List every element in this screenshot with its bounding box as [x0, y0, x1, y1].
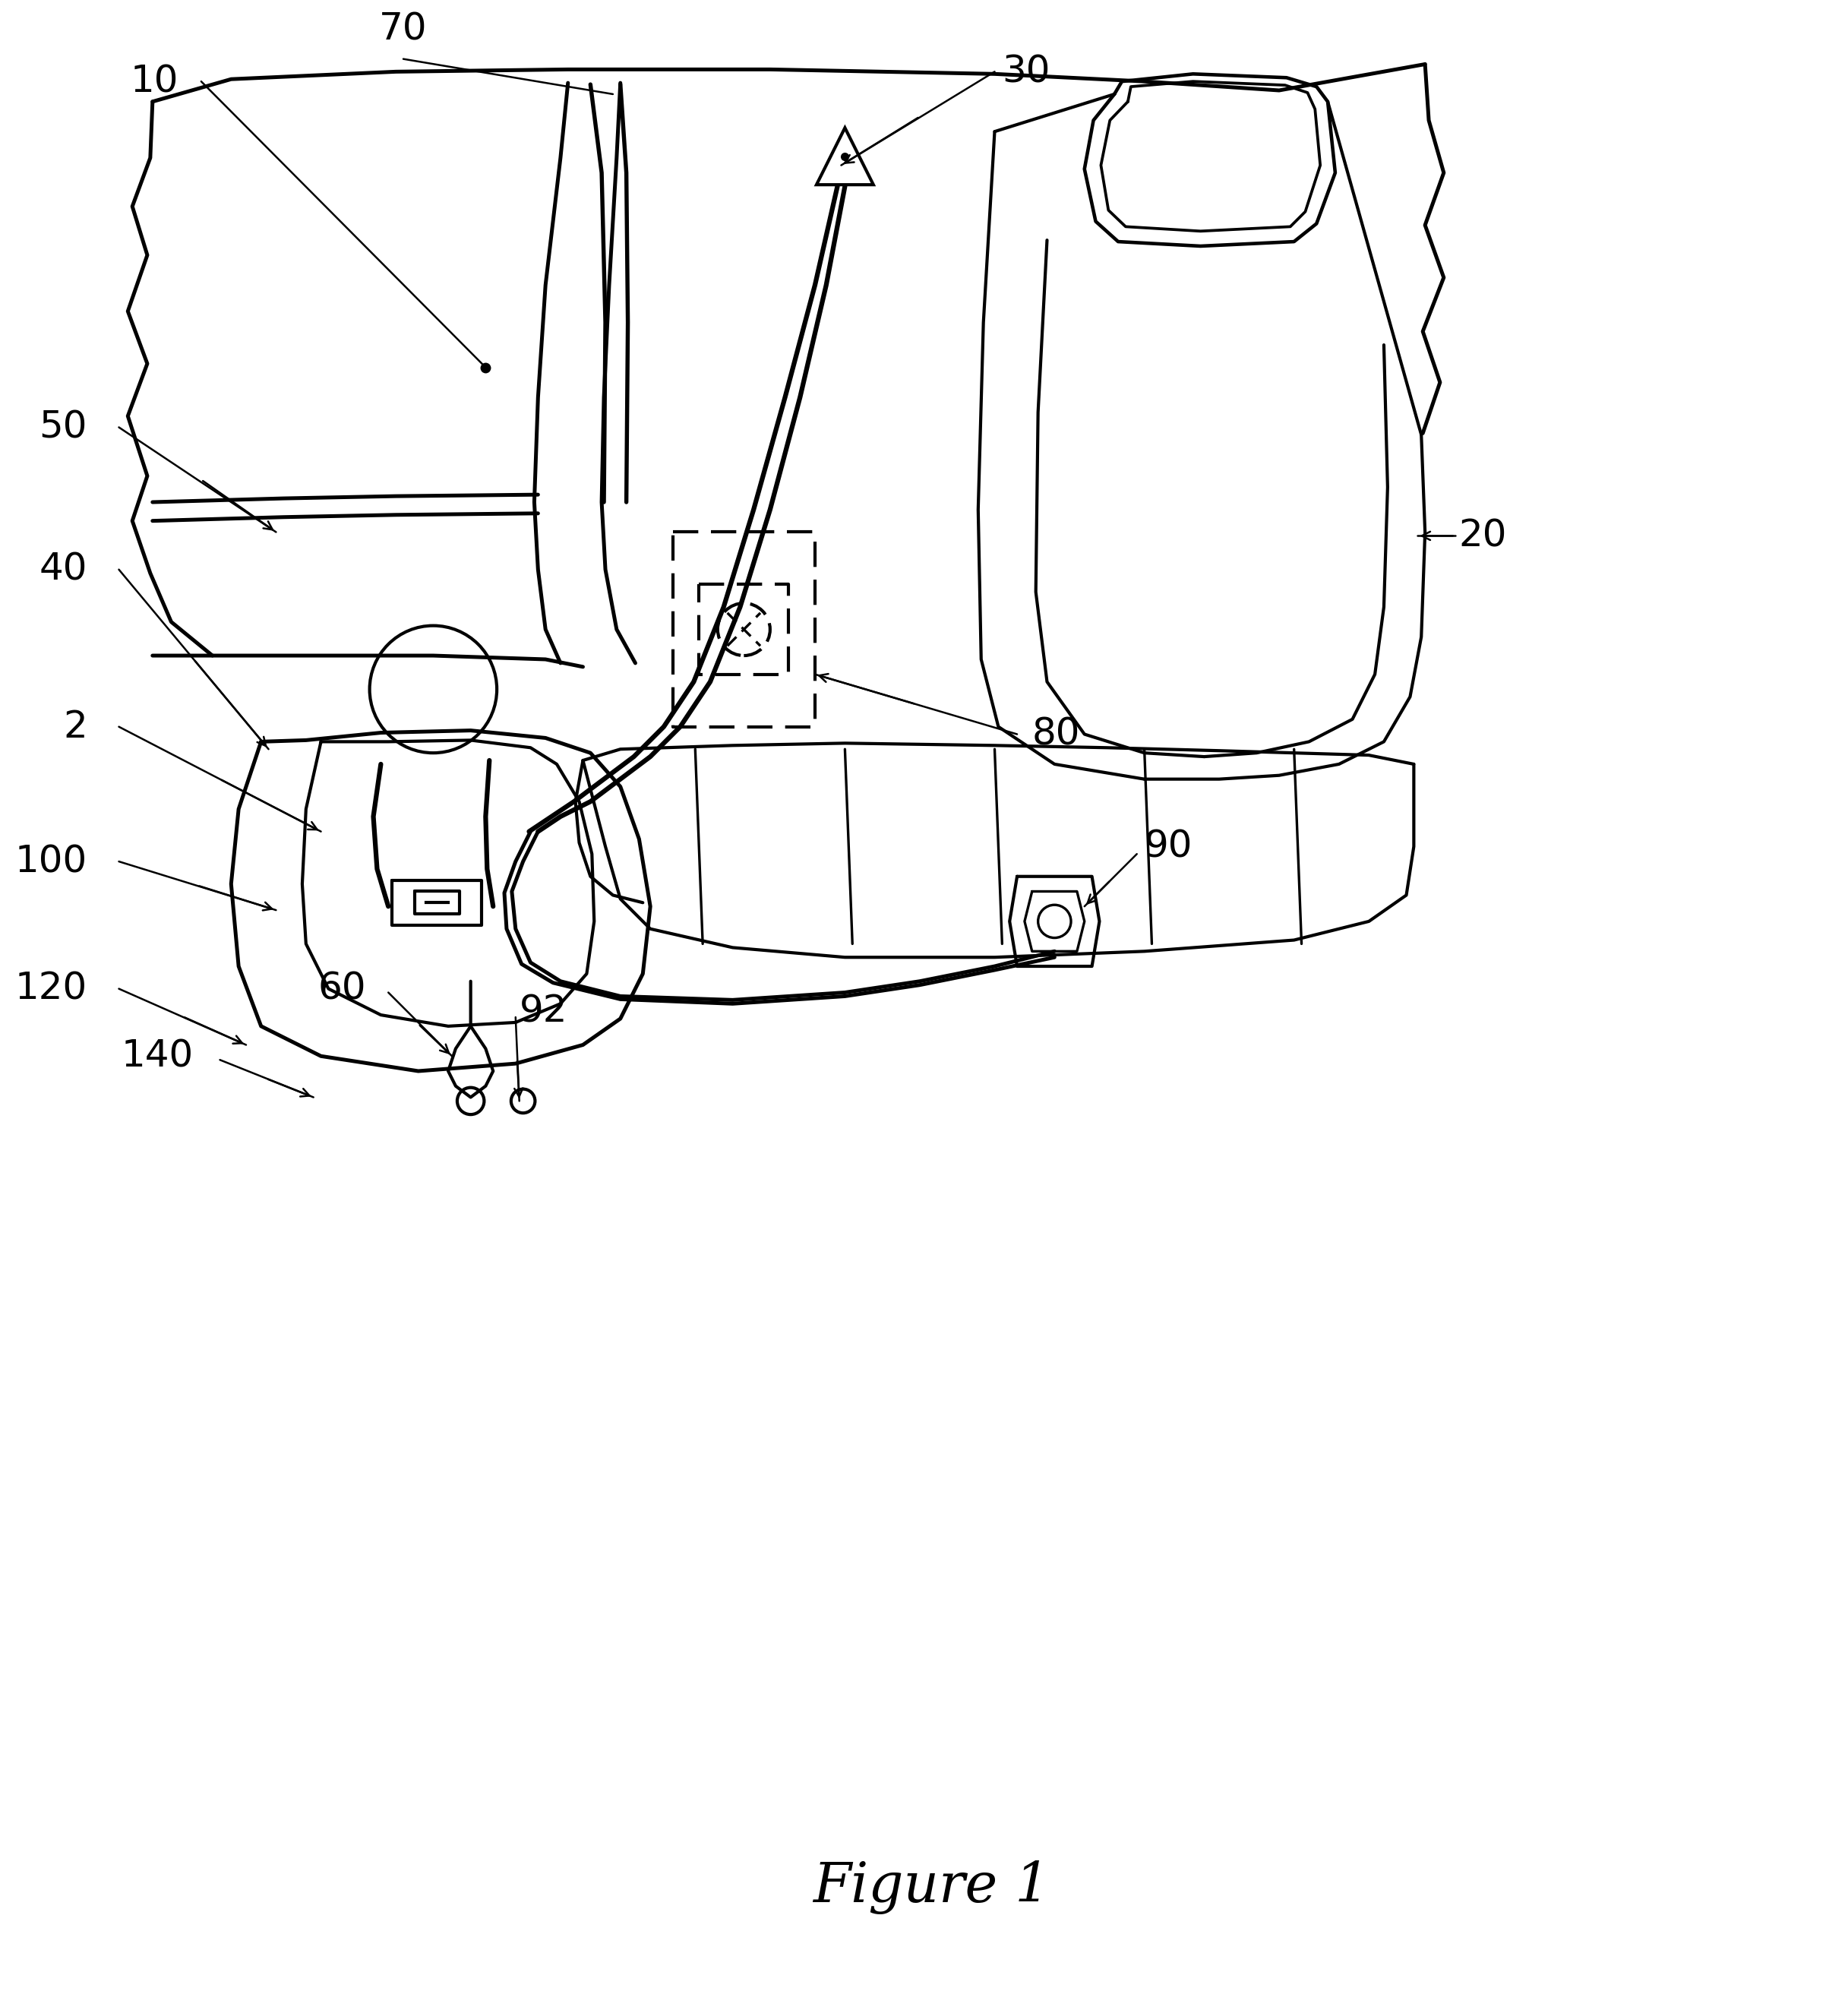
Text: 140: 140: [122, 1037, 194, 1075]
Text: 20: 20: [1458, 518, 1506, 553]
Text: 10: 10: [131, 64, 179, 100]
Text: 92: 92: [519, 994, 567, 1029]
Text: 50: 50: [39, 408, 87, 446]
Text: 40: 40: [39, 552, 87, 587]
Circle shape: [512, 1089, 536, 1113]
Text: 100: 100: [15, 844, 87, 880]
Text: 70: 70: [379, 12, 427, 48]
Text: 90: 90: [1144, 828, 1192, 864]
Text: 60: 60: [318, 970, 366, 1007]
Text: 120: 120: [15, 970, 87, 1007]
Text: 2: 2: [63, 709, 87, 745]
Text: 80: 80: [1031, 717, 1081, 753]
Text: Figure 1: Figure 1: [813, 1860, 1050, 1913]
Text: 30: 30: [1002, 54, 1050, 90]
Polygon shape: [817, 127, 874, 185]
Circle shape: [370, 625, 497, 753]
Circle shape: [456, 1087, 484, 1115]
